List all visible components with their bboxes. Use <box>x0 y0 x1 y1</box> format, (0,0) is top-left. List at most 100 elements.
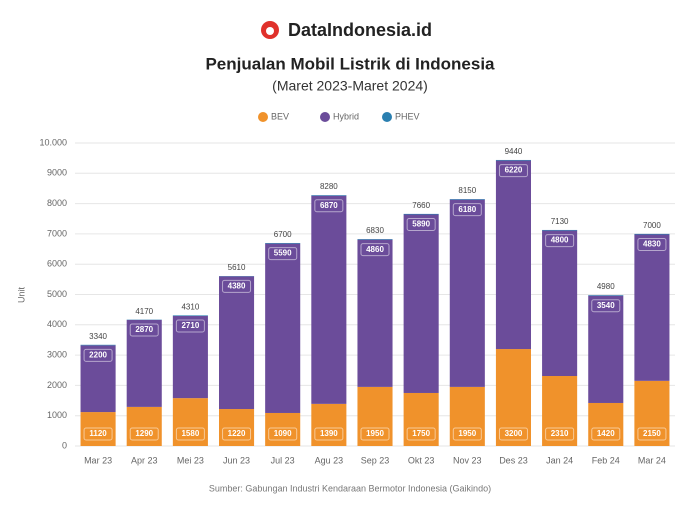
x-tick-label: Agu 23 <box>315 455 344 465</box>
x-tick-label: Jan 24 <box>546 455 573 465</box>
bar-segment <box>634 233 670 235</box>
bar-segment <box>357 239 393 240</box>
total-label: 4310 <box>181 303 199 312</box>
x-tick-label: Jun 23 <box>223 455 250 465</box>
x-tick-label: Apr 23 <box>131 455 158 465</box>
chart-title: Penjualan Mobil Listrik di Indonesia <box>205 54 495 73</box>
y-axis-label: Unit <box>16 287 26 304</box>
bar-segment <box>172 315 208 317</box>
y-tick-label: 2000 <box>47 380 67 390</box>
bar-segment <box>588 295 624 403</box>
bar-segment <box>403 214 439 393</box>
y-tick-label: 1000 <box>47 410 67 420</box>
segment-label-bg <box>498 427 528 441</box>
x-tick-label: Mei 23 <box>177 455 204 465</box>
x-tick-label: Okt 23 <box>408 455 435 465</box>
segment-label: 4380 <box>228 281 246 290</box>
y-tick-label: 7000 <box>47 228 67 238</box>
segment-label-bg <box>222 427 252 441</box>
bar-segment <box>588 295 624 296</box>
segment-label: 4800 <box>551 236 569 245</box>
segment-label-bg <box>452 427 482 441</box>
segment-label: 2310 <box>551 429 569 438</box>
segment-label: 1290 <box>135 429 153 438</box>
bar-segment <box>495 160 531 350</box>
total-label: 6830 <box>366 226 384 235</box>
bar-segment <box>265 243 301 413</box>
chart-subtitle: (Maret 2023-Maret 2024) <box>272 78 428 94</box>
segment-label: 6870 <box>320 201 338 210</box>
y-tick-label: 4000 <box>47 319 67 329</box>
segment-label-bg <box>545 427 575 441</box>
segment-label: 1950 <box>458 429 476 438</box>
total-label: 9440 <box>505 147 523 156</box>
y-tick-label: 3000 <box>47 349 67 359</box>
bar-segment <box>219 276 255 410</box>
bar-segment <box>265 242 301 244</box>
segment-label: 4860 <box>366 245 384 254</box>
total-label: 6700 <box>274 230 292 239</box>
segment-label: 2870 <box>135 325 153 334</box>
bar-segment <box>542 229 578 231</box>
segment-label-bg <box>406 427 436 441</box>
segment-label-bg <box>129 323 159 337</box>
y-tick-label: 10.000 <box>39 137 67 147</box>
x-tick-label: Nov 23 <box>453 455 482 465</box>
bar-segment <box>495 159 531 161</box>
segment-label-bg <box>591 427 621 441</box>
legend-label: BEV <box>271 111 289 121</box>
bar-segment <box>634 234 670 381</box>
x-tick-label: Feb 24 <box>592 455 620 465</box>
segment-label: 1580 <box>181 429 199 438</box>
y-tick-label: 6000 <box>47 259 67 269</box>
total-label: 5610 <box>228 263 246 272</box>
y-tick-label: 9000 <box>47 168 67 178</box>
x-tick-label: Des 23 <box>499 455 528 465</box>
segment-label-bg <box>637 427 667 441</box>
legend-label: PHEV <box>395 111 420 121</box>
segment-label-bg <box>314 199 344 213</box>
source: Sumber: Gabungan Industri Kendaraan Berm… <box>209 483 491 493</box>
segment-label-bg <box>175 427 205 441</box>
legend-swatch <box>258 112 268 122</box>
segment-label-bg <box>175 319 205 333</box>
segment-label-bg <box>545 234 575 248</box>
segment-label-bg <box>268 427 298 441</box>
total-label: 8150 <box>458 186 476 195</box>
total-label: 4170 <box>135 307 153 316</box>
segment-label-bg <box>637 238 667 252</box>
brand: DataIndonesia.id <box>288 20 432 40</box>
segment-label: 3200 <box>505 429 523 438</box>
total-label: 7000 <box>643 221 661 230</box>
bar-segment <box>403 213 439 215</box>
segment-label: 1420 <box>597 429 615 438</box>
segment-label: 4830 <box>643 240 661 249</box>
segment-label: 6180 <box>458 205 476 214</box>
y-tick-label: 8000 <box>47 198 67 208</box>
bar-segment <box>311 195 347 196</box>
segment-label: 5590 <box>274 249 292 258</box>
segment-label-bg <box>268 247 298 261</box>
segment-label-bg <box>360 427 390 441</box>
segment-label: 1090 <box>274 429 292 438</box>
segment-label: 1390 <box>320 429 338 438</box>
segment-label-bg <box>222 279 252 293</box>
total-label: 8280 <box>320 182 338 191</box>
legend-swatch <box>320 112 330 122</box>
segment-label: 2710 <box>181 321 199 330</box>
bar-segment <box>449 199 485 200</box>
legend-label: Hybrid <box>333 111 359 121</box>
segment-label: 1120 <box>89 429 107 438</box>
legend-swatch <box>382 112 392 122</box>
segment-label-bg <box>498 164 528 178</box>
x-tick-label: Mar 24 <box>638 455 666 465</box>
segment-label: 5890 <box>412 220 430 229</box>
segment-label: 6220 <box>505 166 523 175</box>
segment-label: 1950 <box>366 429 384 438</box>
bar-segment <box>449 199 485 387</box>
x-tick-label: Jul 23 <box>271 455 295 465</box>
bar-segment <box>542 230 578 377</box>
x-tick-label: Mar 23 <box>84 455 112 465</box>
segment-label: 2200 <box>89 351 107 360</box>
